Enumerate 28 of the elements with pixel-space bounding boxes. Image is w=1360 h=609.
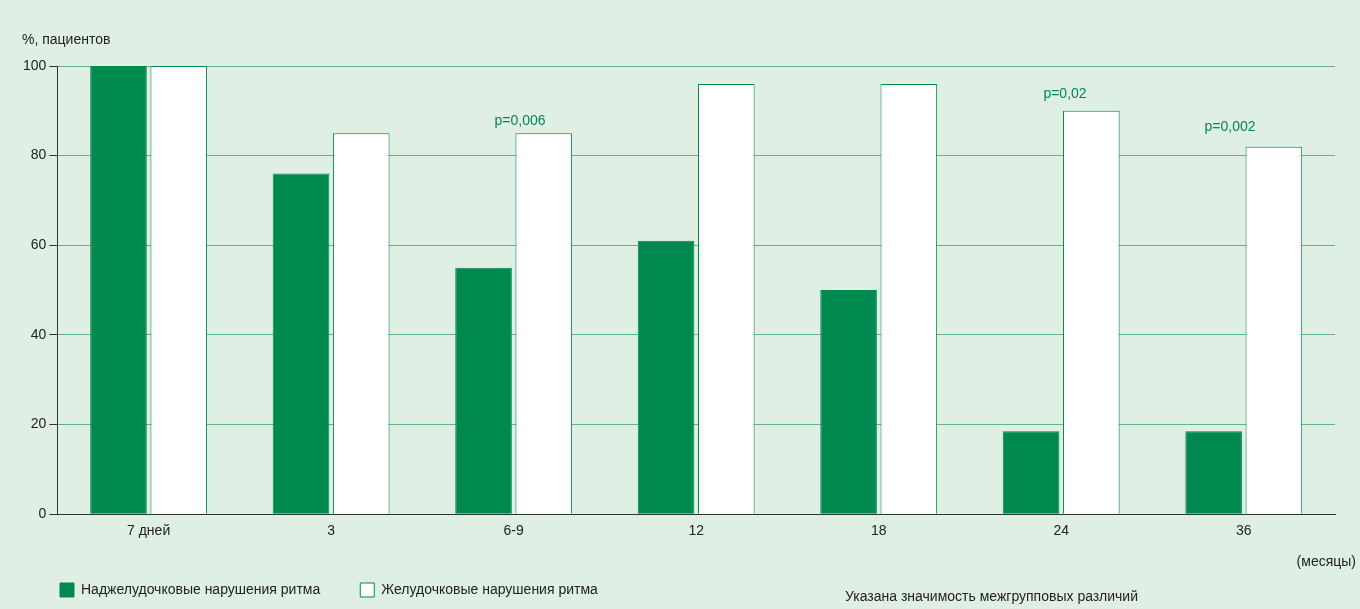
x-tick-label: 12 — [688, 522, 705, 539]
x-tick-label: 7 дней — [127, 522, 171, 539]
y-tick-label: 20 — [30, 415, 47, 432]
y-tick-label: 60 — [30, 236, 47, 253]
x-tick-label: 3 — [327, 522, 336, 539]
bar — [1185, 431, 1242, 514]
bar — [637, 240, 695, 514]
legend-label: Наджелудочковые нарушения ритма — [81, 580, 321, 597]
x-tick-label: 6-9 — [503, 522, 524, 539]
legend-label: Желудочковые нарушения ритма — [381, 580, 599, 597]
bar — [820, 290, 877, 514]
text: Указана значимость межгрупповых различий — [845, 588, 1138, 604]
x-tick-label: 36 — [1235, 522, 1252, 539]
x-tick-label: 24 — [1053, 522, 1070, 539]
x-tick-label: 18 — [870, 522, 887, 539]
y-tick-label: 80 — [30, 146, 47, 163]
y-tick-label: 100 — [23, 56, 47, 73]
bar — [455, 267, 512, 514]
bar — [272, 173, 330, 514]
annotation: p=0,002 — [1204, 118, 1256, 134]
x-axis-title: (месяцы) — [1296, 553, 1356, 569]
y-tick-label: 40 — [30, 325, 47, 342]
annotation: p=0,006 — [494, 112, 546, 128]
bar — [90, 66, 147, 514]
y-tick-label: 0 — [38, 505, 47, 522]
bar — [1002, 431, 1060, 514]
annotation: p=0,02 — [1043, 85, 1087, 101]
y-axis-title: %, пациентов — [22, 31, 111, 47]
